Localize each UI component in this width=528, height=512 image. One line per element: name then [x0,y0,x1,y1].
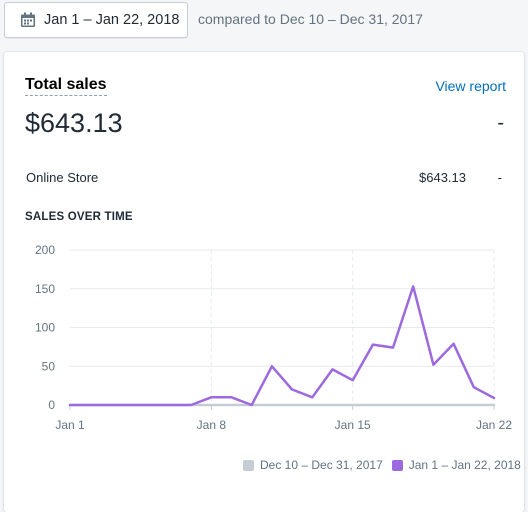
date-range-button[interactable]: Jan 1 – Jan 22, 2018 [4,2,188,38]
breakdown-row-label: Online Store [26,170,99,185]
calendar-icon [21,12,35,27]
date-range-label: Jan 1 – Jan 22, 2018 [44,12,180,28]
legend-item-current[interactable]: Jan 1 – Jan 22, 2018 [391,458,521,472]
total-sales-value: $643.13 [25,108,123,138]
breakdown-row-change: - [497,170,502,185]
legend-swatch-current [391,459,403,471]
comparison-label: compared to Dec 10 – Dec 31, 2017 [198,11,423,27]
view-report-link[interactable]: View report [435,78,506,94]
legend-label-current: Jan 1 – Jan 22, 2018 [408,458,521,472]
legend-item-previous[interactable]: Dec 10 – Dec 31, 2017 [243,458,383,472]
legend-swatch-previous [243,459,254,471]
chart-legend: Dec 10 – Dec 31, 2017 Jan 1 – Jan 22, 20… [243,458,521,472]
total-sales-card: Total sales View report $643.13 - Online… [4,52,524,512]
legend-label-previous: Dec 10 – Dec 31, 2017 [260,458,383,472]
total-sales-change: - [497,112,504,134]
breakdown-row-value: $643.13 [419,170,466,185]
section-title: SALES OVER TIME [25,211,133,223]
card-title[interactable]: Total sales [25,76,107,96]
